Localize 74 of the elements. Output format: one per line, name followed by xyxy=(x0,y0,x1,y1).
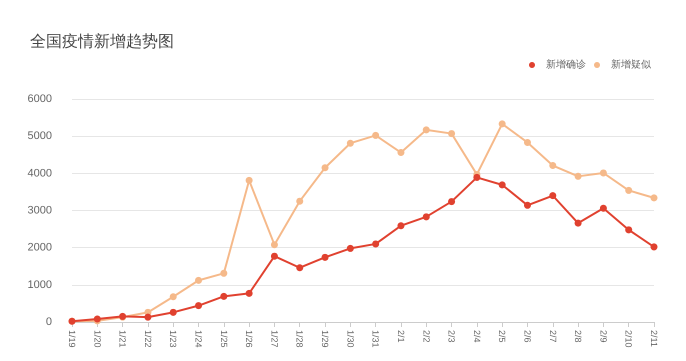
point xyxy=(524,202,531,209)
point xyxy=(574,220,582,227)
point xyxy=(170,308,177,316)
point xyxy=(270,252,278,260)
x-tick-label: 1/23 xyxy=(168,330,178,348)
x-tick-label: 1/24 xyxy=(194,330,204,348)
point xyxy=(422,126,430,134)
point xyxy=(448,130,456,138)
x-tick-label: 1/30 xyxy=(345,330,356,348)
point xyxy=(346,140,354,147)
x-tick-label: 2/4 xyxy=(472,330,482,343)
point xyxy=(322,164,329,172)
point xyxy=(195,276,202,284)
point xyxy=(246,176,253,184)
x-tick-label: 1/29 xyxy=(320,330,330,348)
x-tick-label: 1/27 xyxy=(269,330,280,348)
x-tick-label: 1/19 xyxy=(67,330,77,348)
x-tick-label: 1/25 xyxy=(218,330,229,348)
point xyxy=(549,162,556,170)
x-tick-label: 2/11 xyxy=(649,330,659,347)
point xyxy=(448,198,456,206)
x-tick-label: 2/1 xyxy=(396,330,406,343)
y-tick-label: 5000 xyxy=(28,130,52,142)
point xyxy=(372,132,380,139)
point xyxy=(650,194,658,202)
x-tick-label: 2/2 xyxy=(421,330,432,343)
y-tick-label: 1000 xyxy=(28,278,52,291)
point xyxy=(600,204,607,212)
point xyxy=(296,264,304,272)
point xyxy=(600,169,607,176)
x-tick-label: 2/6 xyxy=(522,330,532,343)
point xyxy=(549,192,556,200)
y-tick-label: 0 xyxy=(46,316,52,328)
point xyxy=(397,149,404,156)
legend-label: 新增疑似 xyxy=(611,58,651,70)
point xyxy=(498,120,506,128)
point xyxy=(346,244,354,252)
point xyxy=(246,290,253,297)
x-tick-label: 2/9 xyxy=(598,330,608,343)
point xyxy=(422,213,430,220)
point xyxy=(625,226,632,234)
x-tick-label: 2/5 xyxy=(497,330,508,343)
y-tick-label: 3000 xyxy=(28,204,52,216)
point xyxy=(473,174,480,181)
point xyxy=(322,254,329,261)
chart-title: 全国疫情新增趋势图 xyxy=(30,32,174,50)
point xyxy=(397,222,404,230)
point xyxy=(220,292,228,300)
x-tick-label: 1/26 xyxy=(244,330,254,348)
y-tick-label: 2000 xyxy=(28,242,52,254)
point xyxy=(220,270,228,277)
x-tick-label: 1/21 xyxy=(118,330,128,348)
x-tick-label: 1/31 xyxy=(370,330,381,348)
point xyxy=(270,241,278,248)
x-tick-label: 1/22 xyxy=(142,330,153,348)
y-tick-label: 4000 xyxy=(28,167,52,180)
point xyxy=(170,293,177,300)
y-tick-label: 6000 xyxy=(28,93,52,105)
point xyxy=(650,243,658,250)
x-tick-label: 2/3 xyxy=(446,330,457,343)
point xyxy=(498,181,506,188)
legend-label: 新增确诊 xyxy=(546,58,586,70)
point xyxy=(195,302,202,310)
x-tick-label: 2/10 xyxy=(624,330,634,348)
point xyxy=(524,138,531,146)
point xyxy=(625,186,632,194)
x-tick-label: 1/28 xyxy=(294,330,305,348)
point xyxy=(372,240,380,248)
point xyxy=(296,198,304,205)
x-tick-label: 2/7 xyxy=(548,330,558,343)
point xyxy=(574,172,582,180)
point xyxy=(144,314,152,321)
x-tick-label: 1/20 xyxy=(92,330,102,348)
x-tick-label: 2/8 xyxy=(573,330,584,343)
